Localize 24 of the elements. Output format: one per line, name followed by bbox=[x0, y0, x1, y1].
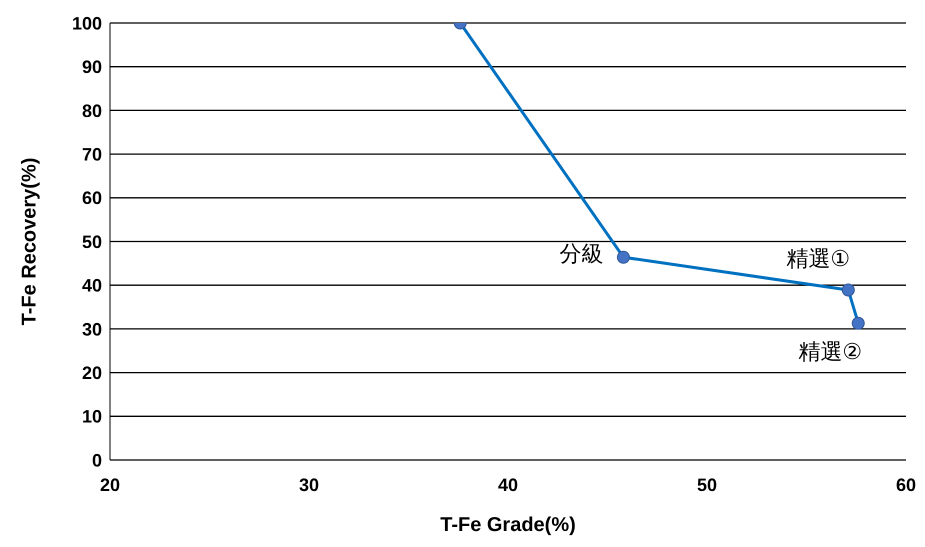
y-tick-label: 40 bbox=[82, 276, 102, 296]
y-tick-label: 80 bbox=[82, 100, 102, 121]
y-tick-label: 90 bbox=[82, 57, 102, 78]
point bbox=[852, 316, 865, 330]
annotation: 分級 bbox=[559, 242, 604, 268]
y-tick-label: 0 bbox=[92, 450, 102, 470]
y-tick-label: 20 bbox=[82, 362, 102, 383]
x-axis-title: T-Fe Grade(%) bbox=[440, 514, 576, 536]
y-tick-label: 10 bbox=[82, 406, 102, 427]
x-tick-label: 30 bbox=[298, 474, 320, 495]
x-tick-label: 50 bbox=[696, 474, 718, 495]
x-tick-label: 20 bbox=[100, 474, 120, 495]
y-tick-label: 100 bbox=[72, 13, 102, 34]
x-tick-label: 60 bbox=[896, 474, 916, 495]
point bbox=[842, 284, 855, 297]
annotation: 精選② bbox=[798, 340, 862, 366]
y-tick-label: 70 bbox=[82, 144, 102, 164]
point bbox=[616, 250, 630, 264]
y-tick-label: 60 bbox=[82, 188, 102, 208]
y-axis-title: T-Fe Recovery(%) bbox=[18, 158, 40, 326]
annotation: 精選① bbox=[786, 247, 850, 272]
y-tick-label: 50 bbox=[82, 232, 102, 252]
y-tick-label: 30 bbox=[82, 319, 102, 340]
x-tick-label: 40 bbox=[498, 474, 518, 495]
